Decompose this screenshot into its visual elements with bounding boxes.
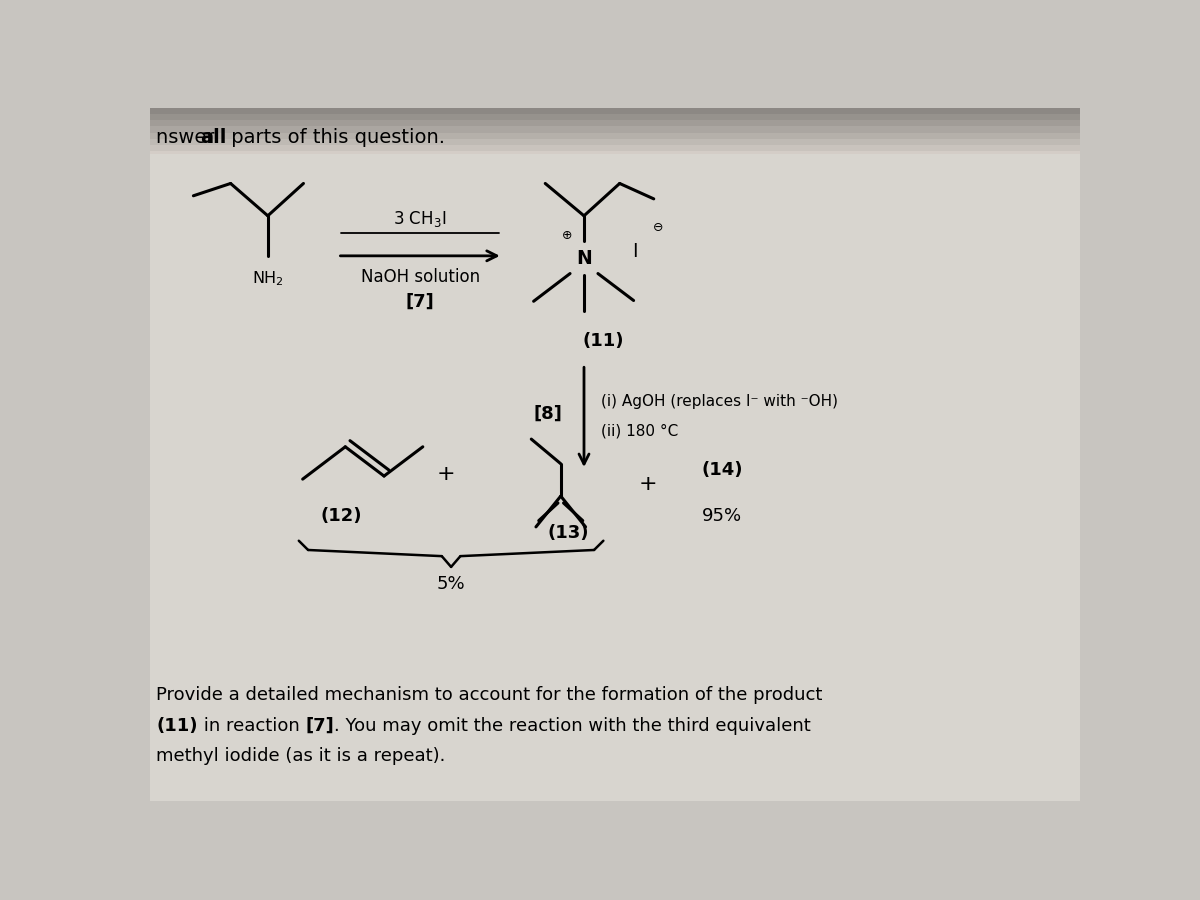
Bar <box>150 114 1080 121</box>
Text: (11): (11) <box>583 332 624 350</box>
Text: N: N <box>576 248 592 267</box>
Bar <box>150 145 1080 151</box>
Text: 3 CH$_3$I: 3 CH$_3$I <box>394 209 446 229</box>
Bar <box>150 132 1080 139</box>
Text: 5%: 5% <box>437 575 466 593</box>
Text: 95%: 95% <box>702 507 742 525</box>
Text: methyl iodide (as it is a repeat).: methyl iodide (as it is a repeat). <box>156 747 445 765</box>
Text: I: I <box>631 242 637 262</box>
Text: NH$_2$: NH$_2$ <box>252 270 283 288</box>
Text: in reaction: in reaction <box>198 716 305 734</box>
Text: $\oplus$: $\oplus$ <box>562 229 572 241</box>
Text: $\ominus$: $\ominus$ <box>652 220 664 234</box>
Bar <box>150 127 1080 132</box>
Text: nswer: nswer <box>156 128 221 147</box>
Text: NaOH solution: NaOH solution <box>360 267 480 285</box>
Text: (14): (14) <box>701 461 743 479</box>
Bar <box>150 121 1080 127</box>
Text: (13): (13) <box>547 524 589 542</box>
Text: [7]: [7] <box>406 293 434 311</box>
Text: (11): (11) <box>156 716 198 734</box>
Text: (ii) 180 °C: (ii) 180 °C <box>601 424 678 438</box>
Text: (12): (12) <box>320 507 362 525</box>
Bar <box>150 151 1080 158</box>
Text: +: + <box>437 464 455 484</box>
Text: +: + <box>638 473 656 494</box>
Text: . You may omit the reaction with the third equivalent: . You may omit the reaction with the thi… <box>334 716 811 734</box>
Bar <box>150 139 1080 145</box>
Text: (i) AgOH (replaces I⁻ with ⁻OH): (i) AgOH (replaces I⁻ with ⁻OH) <box>601 394 838 410</box>
Text: Provide a detailed mechanism to account for the formation of the product: Provide a detailed mechanism to account … <box>156 686 822 704</box>
Text: all: all <box>200 128 227 147</box>
Text: [8]: [8] <box>534 404 563 422</box>
Text: [7]: [7] <box>305 716 334 734</box>
Text: parts of this question.: parts of this question. <box>224 128 445 147</box>
Bar <box>150 108 1080 114</box>
